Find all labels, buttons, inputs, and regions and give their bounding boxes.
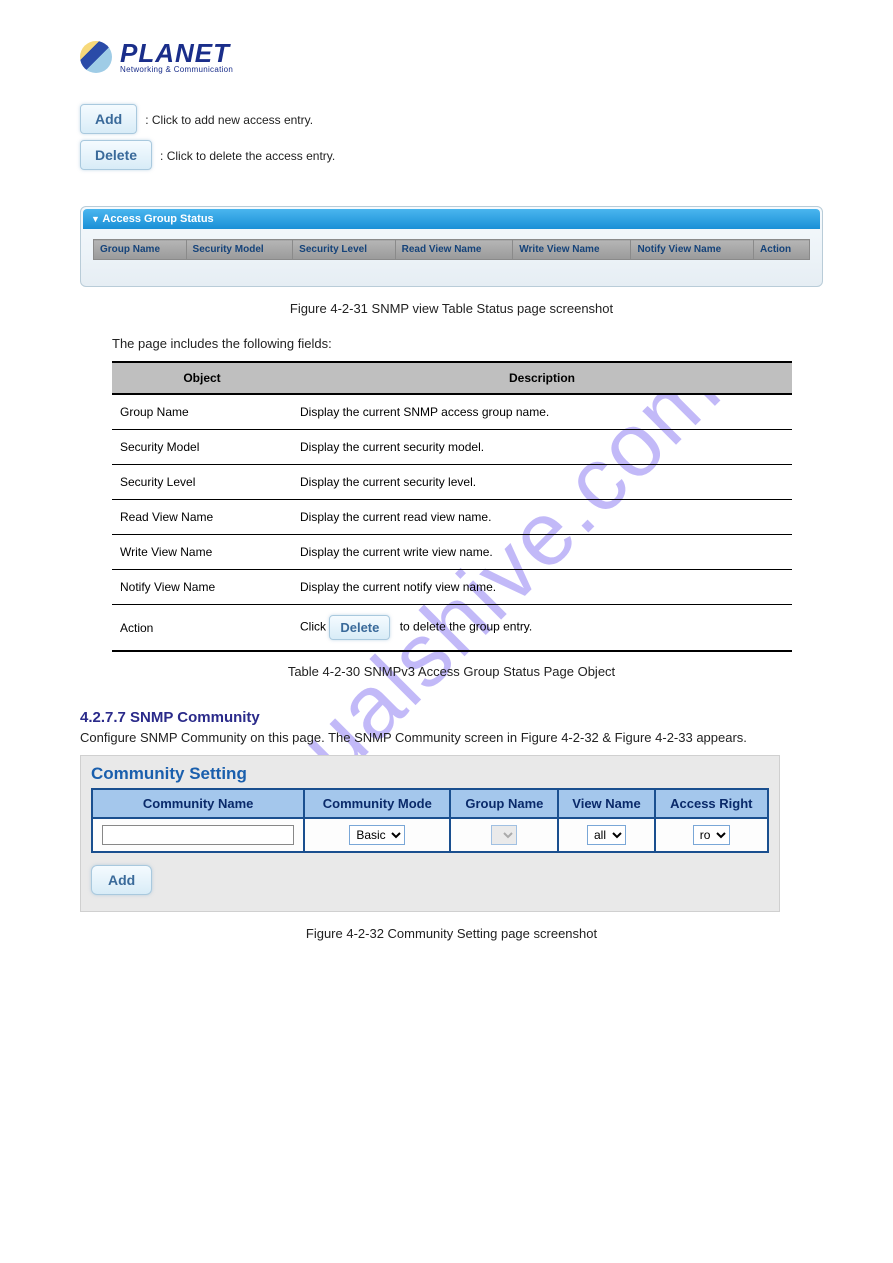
- obj-cell: Group Name: [112, 394, 292, 430]
- obj-cell: Notify View Name: [112, 570, 292, 605]
- figure-2-caption: Figure 4-2-32 Community Setting page scr…: [80, 926, 823, 941]
- desc-suffix: to delete the group entry.: [400, 620, 533, 634]
- desc-cell: Display the current security model.: [292, 430, 792, 465]
- col-security-model: Security Model: [186, 240, 293, 260]
- table-row: Action Click Delete to delete the group …: [112, 605, 792, 652]
- obj-cell: Action: [112, 605, 292, 652]
- table-row: Security Model Display the current secur…: [112, 430, 792, 465]
- logo-text-block: PLANET Networking & Communication: [120, 40, 233, 74]
- view-name-select[interactable]: all: [587, 825, 626, 845]
- obj-cell: Write View Name: [112, 535, 292, 570]
- delete-button-desc: : Click to delete the access entry.: [160, 149, 335, 163]
- add-button-line: Add : Click to add new access entry.: [80, 104, 823, 140]
- panel-header[interactable]: Access Group Status: [83, 209, 820, 229]
- obj-cell: Security Model: [112, 430, 292, 465]
- obj-cell: Security Level: [112, 465, 292, 500]
- desc-cell: Click Delete to delete the group entry.: [292, 605, 792, 652]
- section-description: Configure SNMP Community on this page. T…: [80, 730, 823, 745]
- object-description-table: Object Description Group Name Display th…: [112, 361, 792, 652]
- inline-delete-button[interactable]: Delete: [329, 615, 390, 640]
- add-button[interactable]: Add: [80, 104, 137, 134]
- col-write-view: Write View Name: [513, 240, 631, 260]
- add-button-desc: : Click to add new access entry.: [145, 113, 313, 127]
- community-add-button[interactable]: Add: [91, 865, 152, 895]
- col-action: Action: [754, 240, 810, 260]
- brand-logo: PLANET Networking & Communication: [80, 40, 823, 74]
- logo-brand: PLANET: [120, 40, 233, 66]
- community-setting-title: Community Setting: [91, 764, 769, 784]
- col-security-level: Security Level: [293, 240, 395, 260]
- desc-cell: Display the current write view name.: [292, 535, 792, 570]
- table-row: Group Name Display the current SNMP acce…: [112, 394, 792, 430]
- logo-tagline: Networking & Communication: [120, 66, 233, 74]
- comm-col-name: Community Name: [92, 789, 304, 818]
- table-caption: Table 4-2-30 SNMPv3 Access Group Status …: [80, 664, 823, 679]
- table-row: Write View Name Display the current writ…: [112, 535, 792, 570]
- comm-col-group: Group Name: [450, 789, 558, 818]
- access-right-select[interactable]: ro: [693, 825, 730, 845]
- table-row: Read View Name Display the current read …: [112, 500, 792, 535]
- comm-col-view: View Name: [558, 789, 654, 818]
- section-heading: 4.2.7.7 SNMP Community: [80, 709, 823, 726]
- desc-prefix: Click: [300, 620, 326, 634]
- community-setting-panel: Community Setting Community Name Communi…: [80, 755, 780, 912]
- desc-cell: Display the current SNMP access group na…: [292, 394, 792, 430]
- desc-cell: Display the current security level.: [292, 465, 792, 500]
- delete-button[interactable]: Delete: [80, 140, 152, 170]
- comm-col-mode: Community Mode: [304, 789, 450, 818]
- delete-button-line: Delete : Click to delete the access entr…: [80, 140, 823, 176]
- access-group-status-table: Group Name Security Model Security Level…: [93, 239, 810, 260]
- access-group-status-panel: Access Group Status Group Name Security …: [80, 206, 823, 287]
- group-name-select: [491, 825, 517, 845]
- page-includes-text: The page includes the following fields:: [112, 336, 823, 351]
- table-row: Security Level Display the current secur…: [112, 465, 792, 500]
- button-descriptions: Add : Click to add new access entry. Del…: [80, 104, 823, 176]
- col-notify-view: Notify View Name: [631, 240, 754, 260]
- community-row: Basic all ro: [92, 818, 768, 852]
- obj-header: Object: [112, 362, 292, 394]
- desc-cell: Display the current read view name.: [292, 500, 792, 535]
- figure-1-caption: Figure 4-2-31 SNMP view Table Status pag…: [80, 301, 823, 316]
- table-row: Notify View Name Display the current not…: [112, 570, 792, 605]
- col-group-name: Group Name: [94, 240, 187, 260]
- col-read-view: Read View Name: [395, 240, 513, 260]
- community-name-input[interactable]: [102, 825, 294, 845]
- page-content: PLANET Networking & Communication Add : …: [0, 0, 893, 941]
- comm-col-access: Access Right: [655, 789, 768, 818]
- desc-header: Description: [292, 362, 792, 394]
- community-mode-select[interactable]: Basic: [349, 825, 405, 845]
- desc-cell: Display the current notify view name.: [292, 570, 792, 605]
- panel-body: Group Name Security Model Security Level…: [83, 229, 820, 284]
- obj-cell: Read View Name: [112, 500, 292, 535]
- community-setting-table: Community Name Community Mode Group Name…: [91, 788, 769, 853]
- globe-icon: [80, 41, 112, 73]
